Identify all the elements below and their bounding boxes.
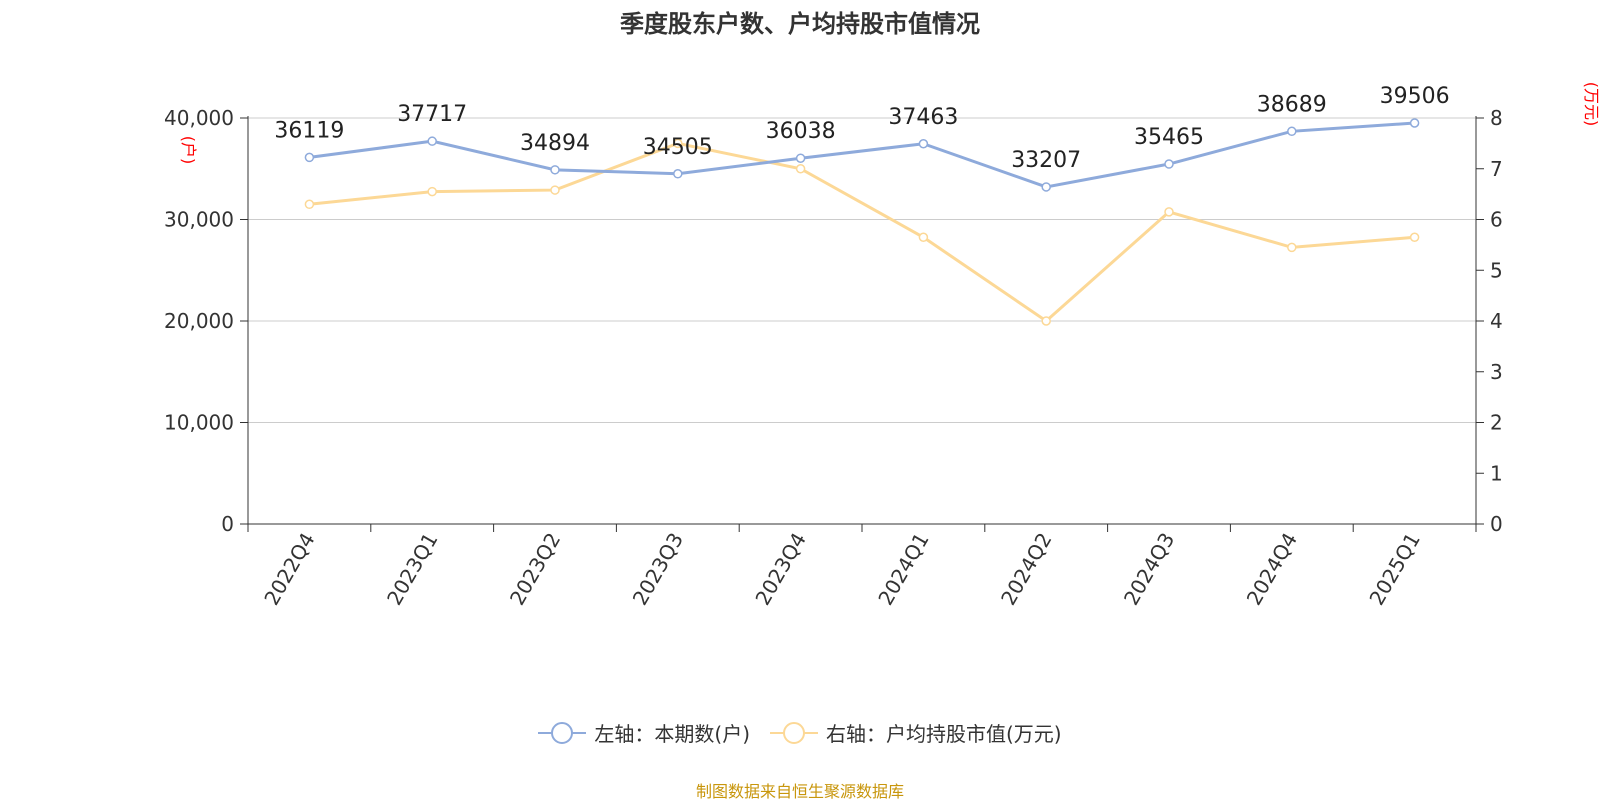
data-point-left	[673, 169, 683, 179]
data-source-note: 制图数据来自恒生聚源数据库	[695, 782, 904, 801]
y-left-axis-title: (户)	[179, 136, 198, 165]
data-label: 35465	[1134, 125, 1204, 150]
data-point-left	[1287, 126, 1297, 137]
y-right-axis-title: (万元)	[1582, 82, 1600, 127]
x-tick-label: 2024Q1	[873, 529, 933, 610]
data-label: 33207	[1011, 148, 1081, 173]
data-label: 34894	[520, 131, 590, 156]
x-tick-label: 2023Q4	[750, 529, 810, 610]
data-point-right	[1287, 242, 1297, 253]
legend-item-right[interactable]: 右轴：户均持股市值(万元)	[770, 718, 1062, 747]
y-right-tick-label: 1	[1490, 461, 1503, 485]
legend-label-left: 左轴：本期数(户)	[594, 722, 750, 746]
y-left-tick-label: 20,000	[164, 309, 234, 333]
x-tick-label: 2023Q3	[628, 529, 688, 610]
data-point-left	[304, 152, 315, 163]
data-label: 37717	[397, 102, 467, 127]
data-point-left	[795, 153, 806, 163]
data-point-right	[918, 232, 929, 243]
legend-label-right: 右轴：户均持股市值(万元)	[826, 722, 1062, 746]
series-line-left	[309, 121, 1415, 189]
y-right-tick-label: 2	[1490, 411, 1503, 435]
y-left-tick-label: 0	[221, 512, 234, 536]
data-point-right	[1409, 232, 1420, 243]
data-point-right	[795, 164, 806, 174]
data-point-right	[1041, 316, 1051, 326]
data-point-right	[550, 185, 560, 195]
y-left-tick-label: 40,000	[164, 106, 234, 130]
chart-title: 季度股东户数、户均持股市值情况	[620, 10, 980, 38]
data-label: 39506	[1380, 84, 1450, 109]
data-point-left	[918, 139, 929, 149]
data-label: 34505	[643, 135, 713, 160]
data-label: 36119	[274, 118, 344, 143]
y-left-tick-label: 10,000	[164, 411, 234, 435]
data-label: 37463	[888, 105, 958, 130]
x-tick-label: 2023Q2	[505, 529, 565, 610]
data-point-right	[673, 138, 683, 149]
x-tick-label: 2024Q2	[996, 529, 1056, 610]
legend-line-yellow-icon	[770, 721, 818, 744]
data-point-left	[1164, 159, 1174, 169]
y-right-tick-label: 5	[1490, 258, 1503, 282]
y-right-tick-label: 6	[1490, 208, 1503, 232]
data-point-right	[427, 186, 437, 197]
series-line-right	[309, 141, 1415, 323]
chart-legend: 左轴：本期数(户) 右轴：户均持股市值(万元)	[0, 718, 1600, 747]
data-point-left	[427, 136, 437, 146]
y-right-tick-label: 7	[1490, 157, 1503, 181]
data-point-right	[304, 199, 315, 210]
x-tick-label: 2023Q1	[382, 529, 442, 610]
x-tick-label: 2024Q3	[1119, 529, 1179, 610]
data-label: 36038	[766, 119, 836, 144]
data-point-left	[1409, 118, 1420, 128]
x-tick-label: 2025Q1	[1364, 529, 1424, 610]
data-point-right	[1164, 207, 1174, 217]
y-right-tick-label: 8	[1490, 106, 1503, 130]
data-point-left	[550, 165, 560, 175]
x-tick-label: 2024Q4	[1242, 529, 1302, 610]
data-point-left	[1041, 182, 1051, 192]
legend-item-left[interactable]: 左轴：本期数(户)	[538, 718, 750, 747]
x-tick-label: 2022Q4	[259, 529, 319, 610]
legend-line-blue-icon	[538, 721, 587, 744]
y-left-tick-label: 30,000	[164, 208, 234, 232]
data-label: 38689	[1257, 92, 1327, 117]
y-right-tick-label: 3	[1490, 360, 1503, 384]
y-right-tick-label: 0	[1490, 512, 1503, 536]
y-right-tick-label: 4	[1490, 309, 1503, 333]
